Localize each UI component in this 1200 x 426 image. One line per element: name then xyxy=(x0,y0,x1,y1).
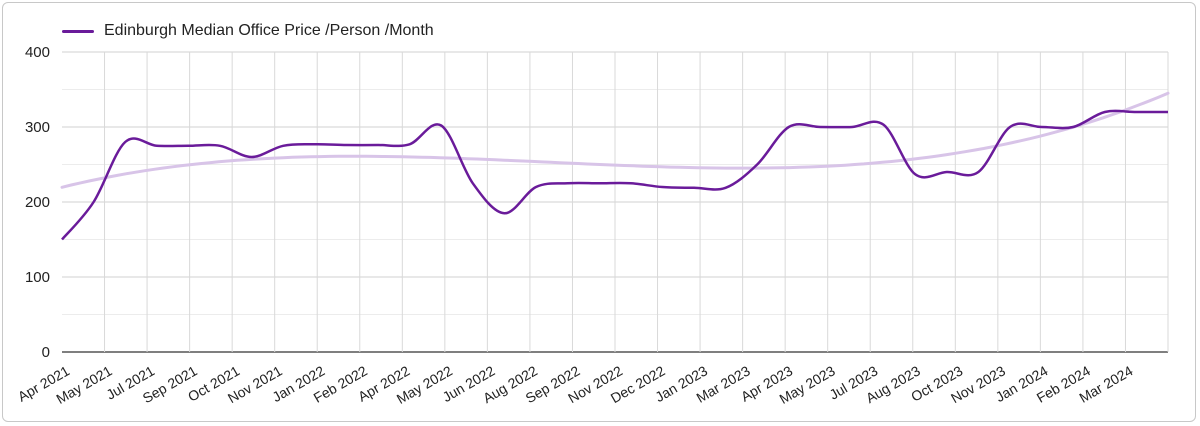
data-point[interactable]: 260 xyxy=(248,153,256,161)
plot-area: 150 200 280 275 275 275 260 275 277 276 276 277 302 2… xyxy=(58,91,1172,244)
data-point[interactable]: 320 xyxy=(1101,108,1109,116)
data-point[interactable]: 225 xyxy=(564,179,572,187)
legend-label: Edinburgh Median Office Price /Person /M… xyxy=(104,22,434,39)
y-tick-label: 0 xyxy=(42,344,50,361)
data-point[interactable]: 276 xyxy=(342,141,350,149)
data-point[interactable]: 275 xyxy=(279,142,287,150)
data-point[interactable]: 225 xyxy=(627,179,635,187)
y-tick-label: 100 xyxy=(25,269,50,286)
data-point[interactable]: 250 xyxy=(753,161,761,169)
data-point[interactable]: 219 xyxy=(690,184,698,192)
data-point[interactable]: 275 xyxy=(153,142,161,150)
data-point[interactable]: 225 xyxy=(595,179,603,187)
data-point[interactable]: 300 xyxy=(1038,123,1046,131)
data-point[interactable]: 185 xyxy=(500,209,508,217)
data-point[interactable]: 277 xyxy=(311,140,319,148)
data-point[interactable]: 300 xyxy=(816,123,824,131)
data-point[interactable]: 302 xyxy=(437,122,445,130)
y-tick-label: 400 xyxy=(25,44,50,61)
data-point[interactable]: 320 xyxy=(1132,108,1140,116)
data-point[interactable]: 303 xyxy=(880,121,888,129)
y-tick-label: 200 xyxy=(25,194,50,211)
legend-swatch xyxy=(62,29,94,33)
chart-grid xyxy=(62,51,1169,353)
chart-legend[interactable]: Edinburgh Median Office Price /Person /M… xyxy=(62,20,434,42)
data-point[interactable]: 150 xyxy=(58,236,66,244)
data-point[interactable]: 300 xyxy=(1069,123,1077,131)
data-point[interactable]: 275 xyxy=(216,142,224,150)
y-tick-label: 300 xyxy=(25,119,50,136)
trendline xyxy=(60,91,1170,189)
data-point[interactable]: 220 xyxy=(532,183,540,191)
data-point[interactable]: 320 xyxy=(1164,108,1172,116)
data-point[interactable]: 276 xyxy=(374,141,382,149)
data-point[interactable]: 200 xyxy=(90,198,98,206)
data-point[interactable]: 300 xyxy=(785,123,793,131)
data-point[interactable]: 219 xyxy=(722,184,730,192)
series-line[interactable] xyxy=(61,109,1168,241)
y-axis-ticks: 0 100 200 300 400 xyxy=(25,44,50,361)
data-point[interactable]: 280 xyxy=(121,138,129,146)
data-point[interactable]: 237 xyxy=(911,170,919,178)
data-point[interactable]: 277 xyxy=(406,140,414,148)
data-point[interactable]: 225 xyxy=(469,179,477,187)
data-point[interactable]: 240 xyxy=(974,168,982,176)
data-point[interactable]: 300 xyxy=(848,123,856,131)
data-point[interactable]: 240 xyxy=(943,168,951,176)
data-point[interactable]: 300 xyxy=(1006,123,1014,131)
data-point[interactable]: 220 xyxy=(658,183,666,191)
data-point[interactable]: 275 xyxy=(184,142,192,150)
